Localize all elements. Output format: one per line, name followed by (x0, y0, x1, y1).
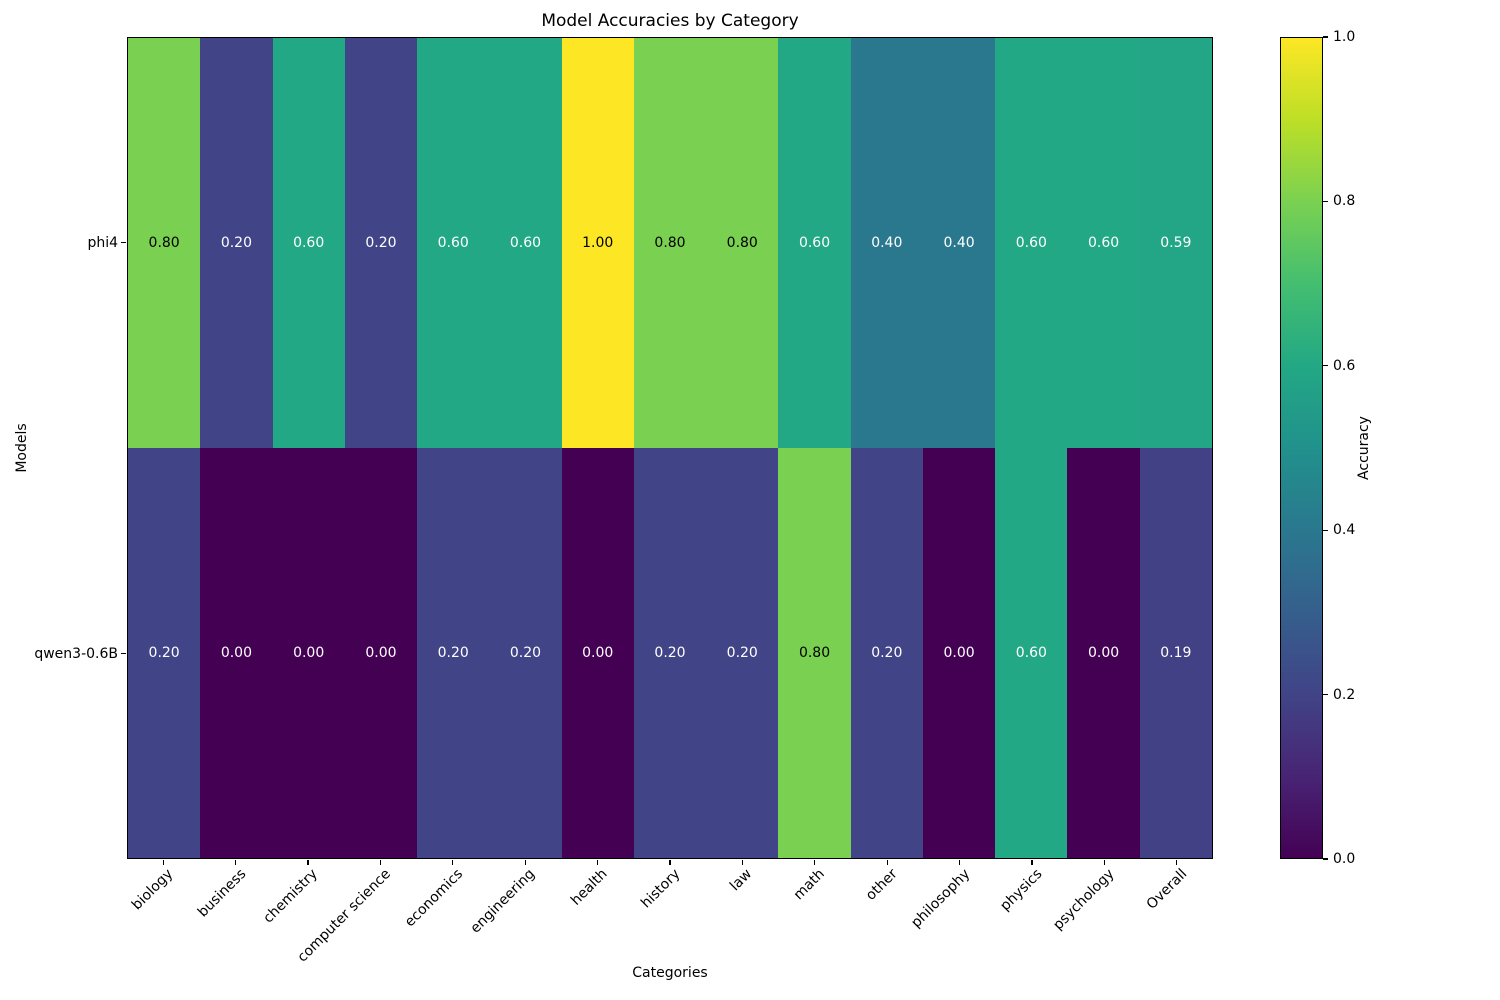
colorbar-tick-mark (1323, 529, 1328, 531)
x-tick-mark (1031, 860, 1033, 865)
x-tick-mark (886, 860, 888, 865)
x-tick-label: economics (401, 866, 467, 931)
heatmap-cell: 0.20 (417, 448, 490, 858)
x-tick-label: philosophy (907, 866, 973, 932)
colorbar-tick-label: 1.0 (1333, 29, 1356, 45)
heatmap-cell: 0.00 (344, 448, 418, 858)
y-axis-label: Models (14, 423, 30, 473)
x-tick-label: biology (129, 866, 177, 914)
chart-title: Model Accuracies by Category (541, 11, 799, 31)
heatmap-cell: 0.00 (922, 448, 996, 858)
colorbar-tick-label: 0.2 (1333, 686, 1356, 703)
x-tick-label: chemistry (260, 866, 322, 927)
heatmap-cell: 0.20 (200, 38, 273, 448)
heatmap-cell: 0.80 (778, 448, 851, 858)
colorbar-tick-mark (1323, 200, 1328, 202)
heatmap-cell: 0.00 (561, 448, 634, 858)
heatmap-cell: 0.59 (1139, 38, 1212, 448)
heatmap-cell: 0.80 (128, 38, 201, 448)
y-tick-mark (121, 652, 126, 655)
y-tick-mark (121, 241, 126, 244)
heatmap-cell: 0.40 (850, 38, 923, 448)
heatmap-cell: 0.60 (995, 38, 1068, 448)
x-tick-mark (669, 860, 671, 865)
heatmap-cell: 0.00 (1067, 448, 1140, 858)
x-tick-mark (452, 860, 454, 865)
colorbar-tick-mark (1323, 858, 1328, 860)
heatmap-cell: 0.60 (995, 448, 1068, 858)
colorbar-tick-mark (1323, 694, 1328, 696)
x-tick-label: health (568, 866, 611, 909)
x-tick-mark (162, 860, 164, 865)
x-tick-mark (235, 860, 237, 865)
colorbar (1280, 37, 1323, 859)
colorbar-tick-label: 0.6 (1333, 357, 1356, 374)
heatmap-cell: 0.20 (344, 38, 418, 448)
heatmap-cell: 0.00 (200, 448, 273, 858)
heatmap-cell: 0.60 (1067, 38, 1140, 448)
colorbar-tick-mark (1323, 36, 1328, 38)
heatmap-cell: 0.20 (633, 448, 707, 858)
x-tick-mark (379, 860, 381, 865)
heatmap-cell: 0.60 (272, 38, 345, 448)
x-tick-mark (741, 860, 743, 865)
colorbar-tick-mark (1323, 365, 1328, 367)
heatmap-cell: 0.20 (706, 448, 779, 858)
x-tick-label: psychology (1050, 866, 1118, 934)
x-tick-label: Overall (1143, 866, 1191, 913)
heatmap-cell: 0.20 (850, 448, 923, 858)
x-tick-label: history (637, 866, 684, 912)
colorbar-tick-label: 0.8 (1333, 193, 1356, 210)
heatmap-cell: 0.80 (706, 38, 779, 448)
x-axis-label: Categories (632, 965, 708, 981)
x-tick-mark (959, 860, 961, 865)
x-tick-label: law (727, 866, 756, 895)
y-tick-label: phi4 (87, 234, 118, 251)
x-tick-label: other (862, 866, 901, 904)
x-tick-mark (814, 860, 816, 865)
colorbar-tick-label: 0.4 (1333, 522, 1356, 539)
heatmap-cell: 0.20 (128, 448, 201, 858)
x-tick-label: business (194, 866, 249, 921)
x-tick-label: engineering (467, 866, 539, 937)
heatmap-cell: 0.40 (922, 38, 996, 448)
heatmap-cell: 0.19 (1139, 448, 1212, 858)
colorbar-tick-label: 0.0 (1333, 851, 1356, 867)
heatmap-cell: 0.20 (489, 448, 562, 858)
colorbar-label: Accuracy (1356, 416, 1372, 480)
x-tick-mark (1103, 860, 1105, 865)
heatmap-cell: 0.80 (633, 38, 707, 448)
x-tick-label: physics (997, 866, 1046, 915)
x-tick-mark (1176, 860, 1178, 865)
x-tick-mark (597, 860, 599, 865)
heatmap-cell: 0.60 (778, 38, 851, 448)
heatmap-grid: 0.80 0.20 0.60 0.20 0.60 0.60 1.00 0.80 0.80 0.60… (127, 37, 1213, 859)
x-tick-mark (524, 860, 526, 865)
y-tick-label: qwen3-0.6B (34, 645, 118, 662)
x-tick-mark (307, 860, 309, 865)
x-tick-label: math (790, 866, 829, 904)
heatmap-cell: 1.00 (561, 38, 634, 448)
heatmap-cell: 0.60 (417, 38, 490, 448)
heatmap-cell: 0.00 (272, 448, 345, 858)
heatmap-cell: 0.60 (489, 38, 562, 448)
